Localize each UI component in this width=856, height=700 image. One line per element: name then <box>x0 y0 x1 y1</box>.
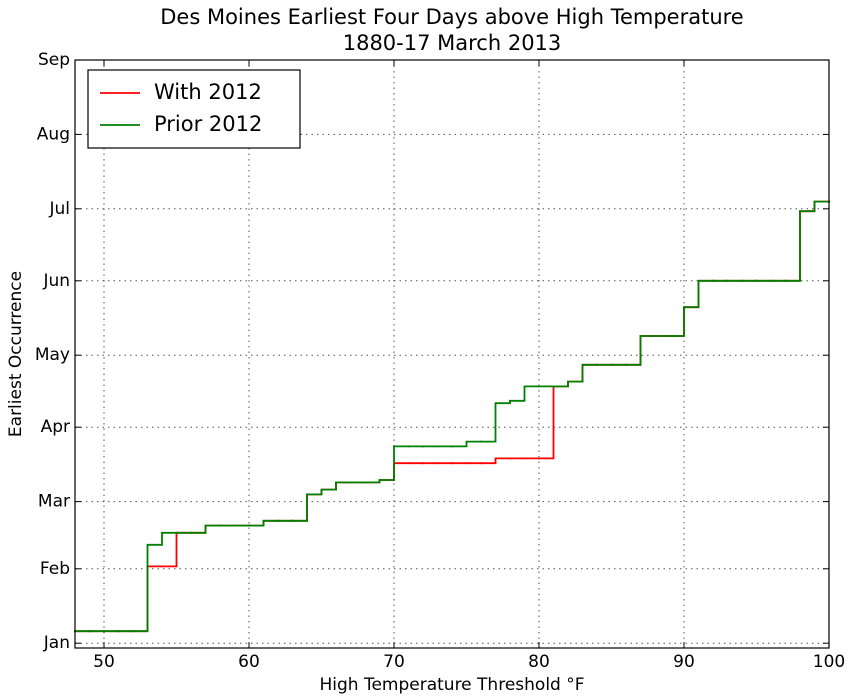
legend-label: Prior 2012 <box>154 112 262 136</box>
y-tick-label: Feb <box>40 559 70 579</box>
y-tick-label: May <box>35 345 70 365</box>
y-tick-label: Mar <box>38 492 70 512</box>
legend-label: With 2012 <box>154 80 262 104</box>
chart-subtitle: 1880-17 March 2013 <box>343 31 562 55</box>
series-line <box>74 200 830 633</box>
x-tick-label: 90 <box>673 652 695 672</box>
legend-box <box>87 69 301 149</box>
y-tick-label: Jul <box>48 199 70 219</box>
x-tick-label: 70 <box>383 652 405 672</box>
y-tick-label: Aug <box>37 124 70 144</box>
x-tick-label: 80 <box>528 652 550 672</box>
plot-frame <box>74 59 830 649</box>
y-tick-label: Jun <box>42 271 70 291</box>
y-tick-label: Jan <box>43 633 70 653</box>
y-tick-label: Sep <box>38 50 70 70</box>
x-axis-label: High Temperature Threshold °F <box>319 675 584 695</box>
x-tick-label: 50 <box>93 652 115 672</box>
x-tick-label: 60 <box>238 652 260 672</box>
chart-title: Des Moines Earliest Four Days above High… <box>160 5 743 29</box>
x-tick-label: 100 <box>813 652 845 672</box>
y-tick-label: Apr <box>41 417 70 437</box>
y-axis-label: Earliest Occurrence <box>6 271 26 437</box>
series-line <box>74 200 830 633</box>
